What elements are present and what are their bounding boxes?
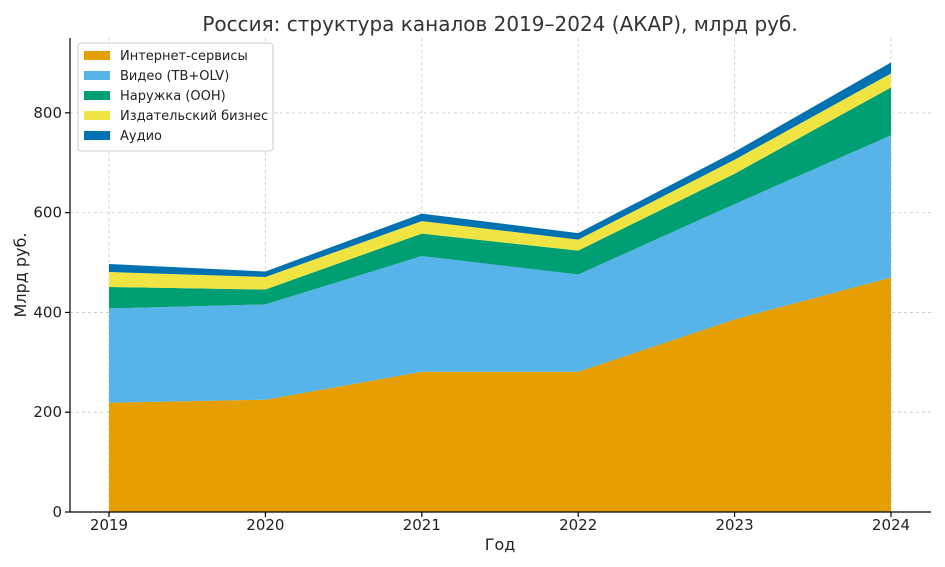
y-tick-label: 800 <box>33 104 62 122</box>
axes <box>69 38 931 513</box>
x-tick-label: 2021 <box>403 516 441 534</box>
legend-label: Видео (ТВ+OLV) <box>120 69 229 84</box>
legend-swatch <box>84 91 110 100</box>
legend-box <box>77 42 274 152</box>
areas <box>109 62 891 512</box>
legend: Интернет-сервисы Видео (ТВ+OLV) Наружка (О… <box>77 42 274 152</box>
x-tick-label: 2023 <box>716 516 754 534</box>
legend-swatch <box>84 131 110 140</box>
y-tick-label: 400 <box>33 303 62 321</box>
area-series-2 <box>109 135 891 403</box>
ticks: 2019 2020 2021 2022 2023 2024 0 200 400 600 800 <box>33 104 910 534</box>
area-series-3 <box>109 87 891 309</box>
legend-label: Аудио <box>120 129 162 144</box>
y-axis-label: Млрд руб. <box>11 233 30 318</box>
legend-swatch <box>84 111 110 120</box>
y-tick-label: 200 <box>33 403 62 421</box>
legend-swatch <box>84 51 110 60</box>
x-axis-label: Год <box>485 535 516 554</box>
legend-swatch <box>84 71 110 80</box>
area-series-1 <box>109 277 891 512</box>
y-tick-label: 600 <box>33 204 62 222</box>
legend-label: Наружка (ООН) <box>120 89 226 104</box>
legend-label: Издательский бизнес <box>120 109 268 124</box>
y-tick-label: 0 <box>52 503 62 521</box>
x-tick-label: 2020 <box>246 516 284 534</box>
chart-title: Россия: структура каналов 2019–2024 (АКА… <box>202 12 797 36</box>
x-tick-label: 2022 <box>559 516 597 534</box>
x-tick-label: 2019 <box>90 516 128 534</box>
x-tick-label: 2024 <box>872 516 910 534</box>
legend-label: Интернет-сервисы <box>120 49 248 64</box>
